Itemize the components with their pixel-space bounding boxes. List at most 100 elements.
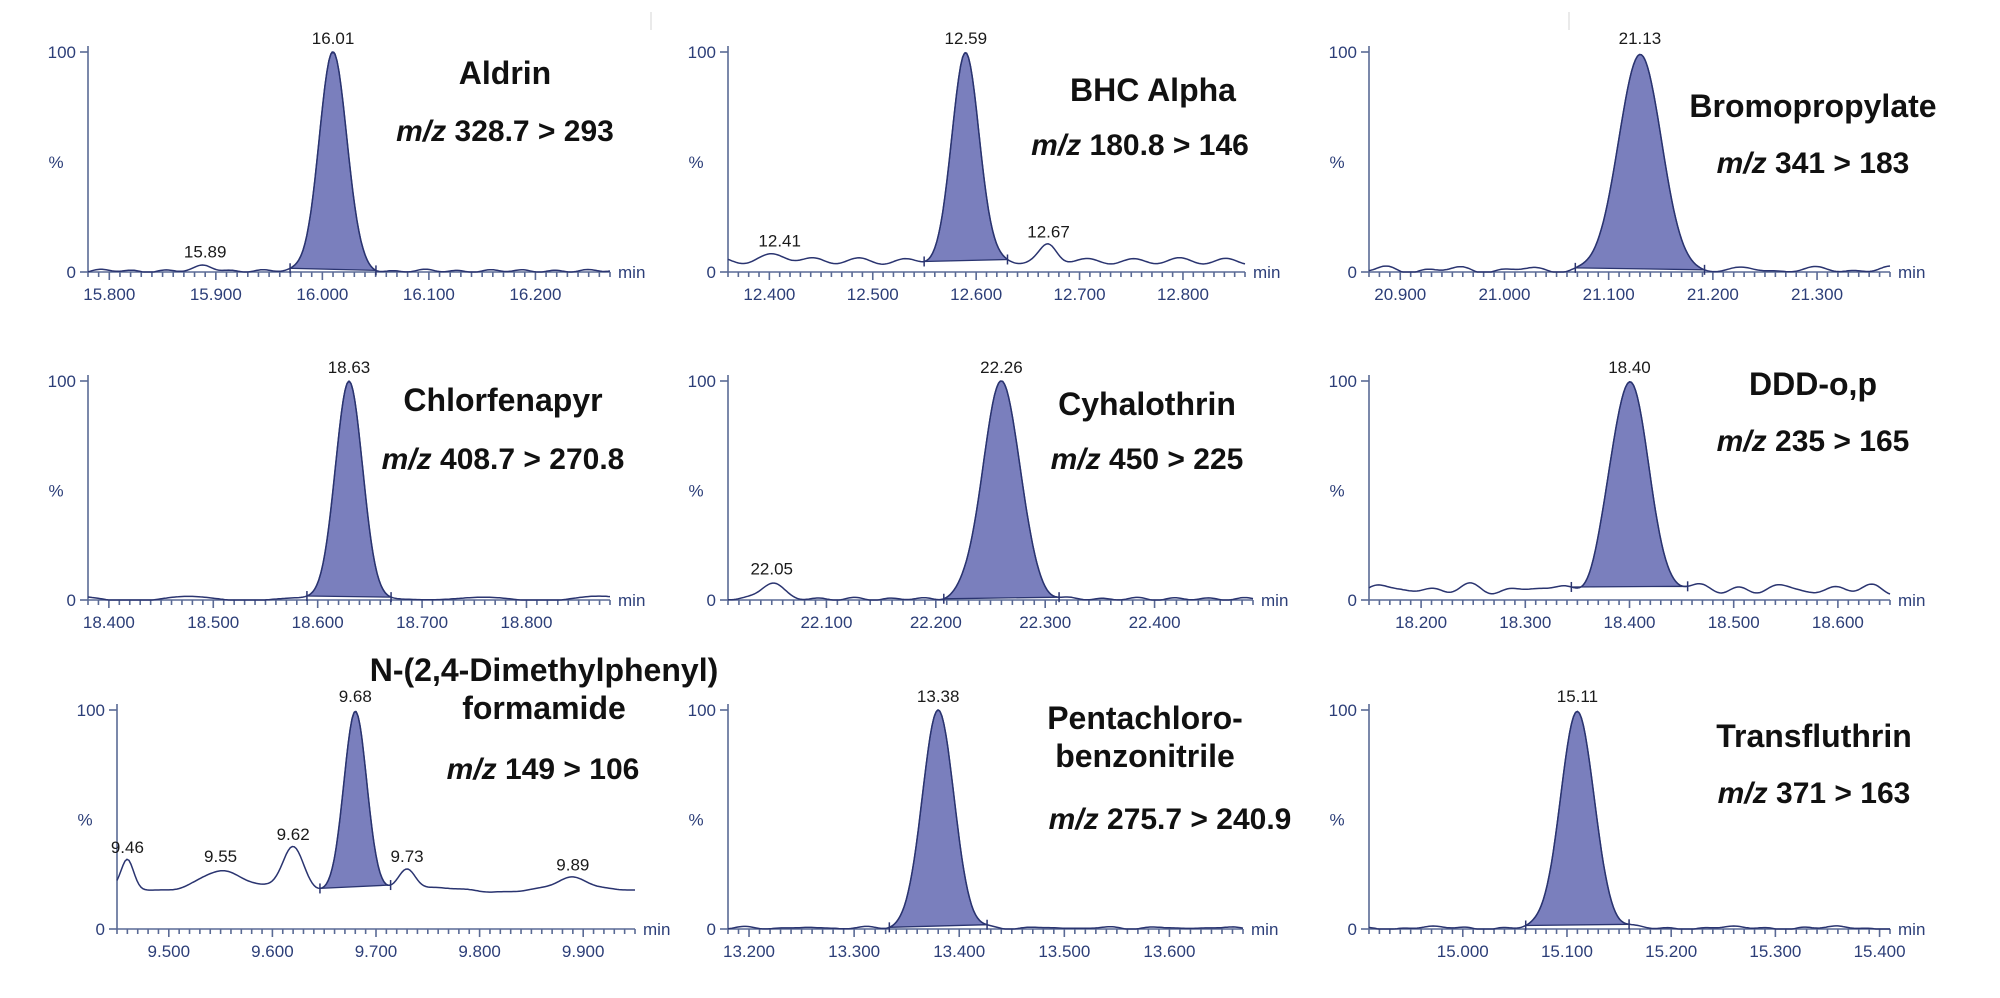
x-tick-label: 15.400 — [1854, 942, 1906, 961]
mrm-transition: m/z 328.7 > 293 — [396, 115, 614, 148]
peak-rt-label: 22.26 — [980, 358, 1023, 377]
x-tick-label: 22.200 — [910, 613, 962, 632]
peak-rt-label: 18.63 — [328, 358, 371, 377]
x-tick-label: 9.800 — [458, 942, 501, 961]
y-tick-label: 0 — [1348, 920, 1357, 939]
chromatogram-trace — [87, 50, 611, 273]
x-unit-label: min — [1898, 263, 1925, 282]
x-tick-label: 20.900 — [1374, 285, 1426, 304]
mrm-transition: m/z 275.7 > 240.9 — [1048, 803, 1292, 836]
chromatogram-panel: 100 0% 22.100 22.200 22.300 22.400 min 22.26 22.… — [688, 358, 1289, 632]
mrm-transition: m/z 180.8 > 146 — [1031, 129, 1249, 162]
chromatogram-trace — [116, 710, 635, 893]
y-axis-label: % — [48, 482, 63, 501]
x-unit-label: min — [1253, 263, 1280, 282]
peak-rt-label: 9.89 — [556, 856, 589, 875]
integrated-peak-area — [943, 380, 1060, 600]
peak-rt-label: 22.05 — [750, 559, 793, 578]
y-tick-label: 0 — [707, 263, 716, 282]
chromatogram-trace — [1368, 380, 1891, 595]
mz-prefix: m/z — [1048, 803, 1099, 836]
y-tick-label: 0 — [707, 920, 716, 939]
mz-prefix: m/z — [1716, 425, 1767, 458]
integrated-peak-area — [306, 380, 392, 598]
peak-rt-label: 9.73 — [391, 847, 424, 866]
x-tick-label: 18.800 — [500, 613, 552, 632]
chromatogram-trace — [1368, 710, 1890, 930]
y-tick-label: 0 — [67, 263, 76, 282]
compound-name: Bromopropylate — [1689, 88, 1937, 124]
x-tick-label: 15.000 — [1437, 942, 1489, 961]
x-tick-label: 18.200 — [1395, 613, 1447, 632]
y-axis-label: % — [77, 811, 92, 830]
x-tick-label: 15.800 — [83, 285, 135, 304]
x-tick-label: 12.500 — [847, 285, 899, 304]
x-tick-label: 13.300 — [828, 942, 880, 961]
chromatogram-panel: 100 0% 18.400 18.500 18.600 18.700 18.800 min 18… — [48, 358, 646, 632]
mrm-transition: m/z 408.7 > 270.8 — [381, 443, 625, 476]
x-tick-label: 18.500 — [1708, 613, 1760, 632]
peak-rt-label: 12.59 — [945, 29, 988, 48]
x-unit-label: min — [1261, 591, 1288, 610]
peak-rt-label: 15.89 — [184, 242, 227, 261]
integrated-peak-area — [1571, 381, 1688, 589]
compound-name: Cyhalothrin — [1058, 386, 1236, 422]
peak-rt-label: 9.62 — [277, 825, 310, 844]
peak-rt-label: 13.38 — [917, 687, 960, 706]
mz-prefix: m/z — [1050, 443, 1101, 476]
chromatogram-trace — [727, 380, 1254, 601]
compound-name: Pentachloro-benzonitrile — [1047, 700, 1243, 774]
x-tick-label: 18.500 — [187, 613, 239, 632]
y-axis-label: % — [1329, 482, 1344, 501]
x-tick-label: 13.500 — [1038, 942, 1090, 961]
x-tick-label: 13.200 — [723, 942, 775, 961]
mz-prefix: m/z — [381, 443, 432, 476]
x-tick-label: 16.200 — [509, 285, 561, 304]
compound-name: Aldrin — [458, 55, 552, 91]
x-tick-label: 18.400 — [83, 613, 135, 632]
x-tick-label: 9.700 — [355, 942, 398, 961]
x-unit-label: min — [643, 920, 670, 939]
peak-rt-label: 9.68 — [339, 687, 372, 706]
x-tick-label: 22.400 — [1129, 613, 1181, 632]
x-tick-label: 13.400 — [933, 942, 985, 961]
peak-rt-label: 9.46 — [111, 838, 144, 857]
y-axis-label: % — [688, 811, 703, 830]
y-tick-label: 0 — [1348, 263, 1357, 282]
chromatogram-panel: 100 0% 18.200 18.300 18.400 18.500 18.600 min 18… — [1329, 358, 1926, 632]
x-tick-label: 12.400 — [743, 285, 795, 304]
peak-rt-label: 12.67 — [1027, 223, 1070, 242]
x-tick-label: 21.200 — [1687, 285, 1739, 304]
mrm-transition: m/z 149 > 106 — [446, 753, 640, 786]
x-unit-label: min — [1898, 591, 1925, 610]
y-tick-label: 0 — [1348, 591, 1357, 610]
x-tick-label: 21.100 — [1583, 285, 1635, 304]
compound-name: Transfluthrin — [1716, 718, 1912, 754]
compound-name: Chlorfenapyr — [403, 382, 603, 418]
integrated-peak-area — [923, 51, 1010, 263]
chromatogram-trace — [1368, 53, 1891, 273]
y-tick-label: 100 — [77, 701, 105, 720]
x-tick-label: 15.100 — [1541, 942, 1593, 961]
x-unit-label: min — [1898, 920, 1925, 939]
x-tick-label: 22.300 — [1019, 613, 1071, 632]
y-tick-label: 100 — [1329, 701, 1357, 720]
x-tick-label: 18.600 — [292, 613, 344, 632]
mz-prefix: m/z — [396, 115, 447, 148]
chromatogram-trace — [727, 52, 1246, 265]
y-axis-label: % — [1329, 811, 1344, 830]
x-tick-label: 12.600 — [950, 285, 1002, 304]
integrated-peak-area — [287, 51, 377, 272]
chromatogram-trace — [87, 380, 611, 601]
chromatogram-panel: 100 0% 9.500 9.600 9.700 9.800 9.900 min 9.68 9.4… — [77, 687, 671, 961]
x-tick-label: 16.100 — [403, 285, 455, 304]
integrated-peak-area — [889, 709, 988, 928]
y-axis-label: % — [1329, 153, 1344, 172]
y-tick-label: 0 — [707, 591, 716, 610]
peak-rt-label: 15.11 — [1557, 687, 1598, 706]
y-tick-label: 100 — [688, 372, 716, 391]
y-axis-label: % — [48, 153, 63, 172]
mz-prefix: m/z — [446, 753, 497, 786]
x-tick-label: 13.600 — [1143, 942, 1195, 961]
y-tick-label: 100 — [48, 43, 76, 62]
